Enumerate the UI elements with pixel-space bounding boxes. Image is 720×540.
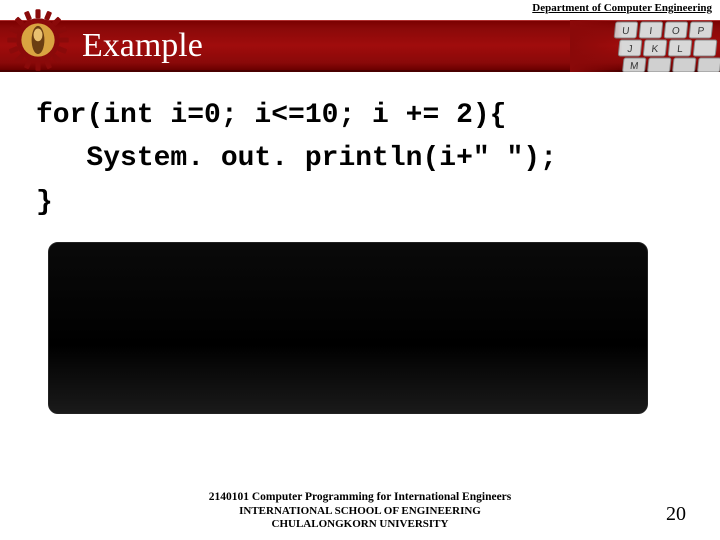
page-number: 20 (666, 503, 686, 526)
code-line: for(int i=0; i<=10; i += 2){ (36, 94, 690, 137)
keyboard-graphic-icon: U I O P J K L (570, 20, 720, 72)
code-line: System. out. println(i+" "); (36, 137, 690, 180)
department-label: Department of Computer Engineering (532, 2, 712, 14)
footer-text: 2140101 Computer Programming for Interna… (209, 490, 512, 532)
slide-footer: 2140101 Computer Programming for Interna… (0, 490, 720, 532)
slide-header: Department of Computer Engineering (0, 0, 720, 80)
code-block: for(int i=0; i<=10; i += 2){ System. out… (0, 80, 720, 224)
footer-line-1: 2140101 Computer Programming for Interna… (209, 490, 512, 504)
console-output-box (48, 242, 648, 414)
footer-line-2: INTERNATIONAL SCHOOL OF ENGINEERING (209, 505, 512, 519)
code-line: } (36, 181, 690, 224)
footer-line-3: CHULALONGKORN UNIVERSITY (209, 518, 512, 532)
gear-logo-icon (6, 8, 70, 72)
slide-title: Example (82, 27, 203, 65)
